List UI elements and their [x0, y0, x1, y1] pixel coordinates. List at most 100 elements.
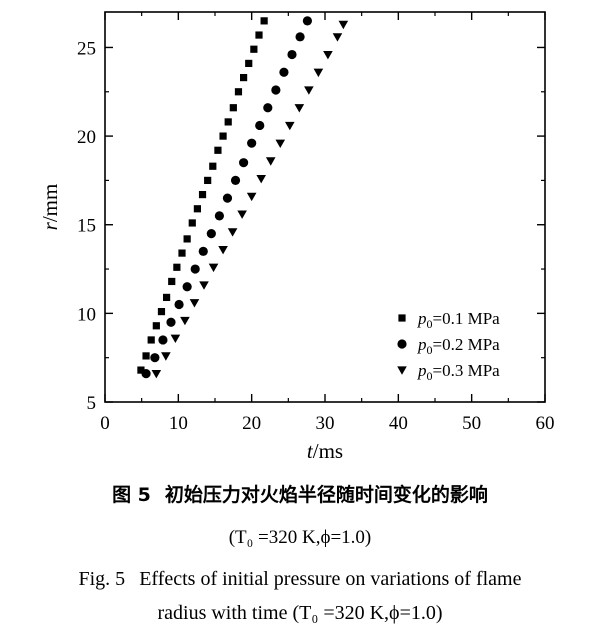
data-point: [198, 190, 207, 199]
data-point: [158, 335, 168, 345]
y-tick-label: 5: [87, 393, 97, 414]
data-point: [239, 158, 249, 168]
data-point: [170, 334, 181, 343]
data-point: [142, 352, 150, 360]
data-point: [302, 16, 312, 26]
data-point: [285, 121, 295, 131]
data-point: [247, 138, 257, 148]
legend-label: p0=0.1 MPa: [417, 309, 500, 331]
data-point: [137, 366, 145, 374]
plot-area: [137, 16, 349, 379]
data-point: [193, 205, 201, 213]
data-point: [338, 20, 349, 30]
data-point: [224, 118, 232, 126]
x-tick-label: 30: [316, 413, 335, 434]
legend-label: p0=0.3 MPa: [417, 361, 500, 383]
caption-english-line2: radius with time (T₀ =320 K,ϕ=1.0): [157, 602, 443, 624]
data-point: [214, 211, 224, 221]
data-point: [209, 162, 217, 170]
data-point: [245, 59, 253, 68]
data-point: [271, 85, 281, 95]
data-point: [240, 73, 248, 82]
data-point: [237, 210, 247, 219]
data-point: [141, 369, 151, 379]
data-point: [182, 282, 192, 292]
data-point: [150, 353, 160, 363]
data-point: [246, 192, 257, 202]
data-point: [218, 245, 228, 255]
y-tick-label: 15: [77, 216, 96, 237]
data-point: [208, 263, 219, 273]
data-point: [161, 352, 171, 361]
data-point: [151, 370, 162, 379]
x-axis-title: t/ms: [307, 439, 343, 463]
series-2: [141, 16, 312, 379]
data-point: [189, 299, 200, 308]
legend-label: p0=0.2 MPa: [417, 335, 500, 357]
x-tick-label: 50: [462, 413, 481, 434]
caption-chinese-params: (T₀ =320 K,ϕ=1.0): [228, 527, 372, 548]
data-point: [304, 86, 314, 95]
data-point: [229, 104, 237, 112]
data-point: [323, 50, 333, 60]
legend-marker: [398, 314, 406, 322]
data-point: [227, 228, 238, 237]
data-point: [263, 103, 273, 113]
x-tick-label: 20: [242, 413, 261, 434]
caption-english-line1: Fig. 5 Effects of initial pressure on var…: [0, 568, 600, 591]
data-point: [260, 17, 268, 25]
axis-ticks: 0 10 20 30 40 50 60 5 10 15 20 25: [77, 12, 555, 434]
data-point: [287, 49, 297, 60]
data-point: [222, 193, 233, 203]
data-point: [157, 307, 166, 316]
data-point: [173, 263, 181, 271]
data-point: [234, 88, 243, 96]
legend-marker: [397, 339, 407, 349]
data-point: [188, 219, 196, 227]
data-point: [313, 68, 324, 78]
data-point: [255, 31, 263, 39]
data-point: [198, 246, 208, 256]
data-point: [178, 249, 186, 257]
data-point: [230, 175, 241, 186]
y-tick-label: 20: [77, 127, 96, 148]
data-point: [219, 132, 227, 140]
caption-chinese-title: 图 5 初始压力对火焰半径随时间变化的影响: [0, 480, 600, 507]
caption-en-label: Fig. 5: [78, 568, 126, 590]
y-tick-label: 10: [77, 304, 96, 325]
x-tick-label: 60: [536, 413, 555, 434]
data-point: [279, 67, 289, 77]
x-tick-label: 10: [169, 413, 188, 434]
caption-zh-title: 初始压力对火焰半径随时间变化的影响: [164, 484, 488, 506]
legend-marker: [397, 366, 407, 375]
series-3: [151, 20, 349, 379]
data-point: [214, 146, 222, 154]
data-point: [206, 228, 216, 239]
caption-zh-label: 图 5: [112, 484, 151, 506]
data-point: [163, 293, 171, 302]
data-point: [295, 32, 305, 42]
series-1: [137, 17, 268, 374]
data-point: [256, 175, 266, 184]
data-point: [204, 176, 212, 185]
legend: p0=0.1 MPa p0=0.2 MPa p0=0.3 MPa: [397, 309, 500, 383]
y-axis-title: r/mm: [38, 184, 62, 231]
data-point: [190, 264, 200, 274]
data-point: [168, 277, 176, 286]
data-point: [166, 317, 176, 327]
x-tick-label: 0: [100, 413, 110, 434]
data-point: [147, 336, 155, 344]
x-tick-label: 40: [389, 413, 408, 434]
data-point: [332, 33, 343, 42]
data-point: [294, 104, 305, 113]
data-point: [152, 322, 160, 330]
caption-en-text: Effects of initial pressure on variation…: [139, 568, 522, 590]
data-point: [199, 281, 209, 290]
data-point: [265, 157, 276, 166]
data-point: [174, 299, 184, 310]
flame-radius-chart: 0 10 20 30 40 50 60 5 10 15 20 25 t/ms r/mm p0=0.1 …: [38, 11, 555, 463]
data-point: [255, 120, 265, 131]
data-point: [275, 139, 286, 148]
data-point: [250, 45, 258, 53]
y-tick-label: 25: [77, 38, 96, 59]
